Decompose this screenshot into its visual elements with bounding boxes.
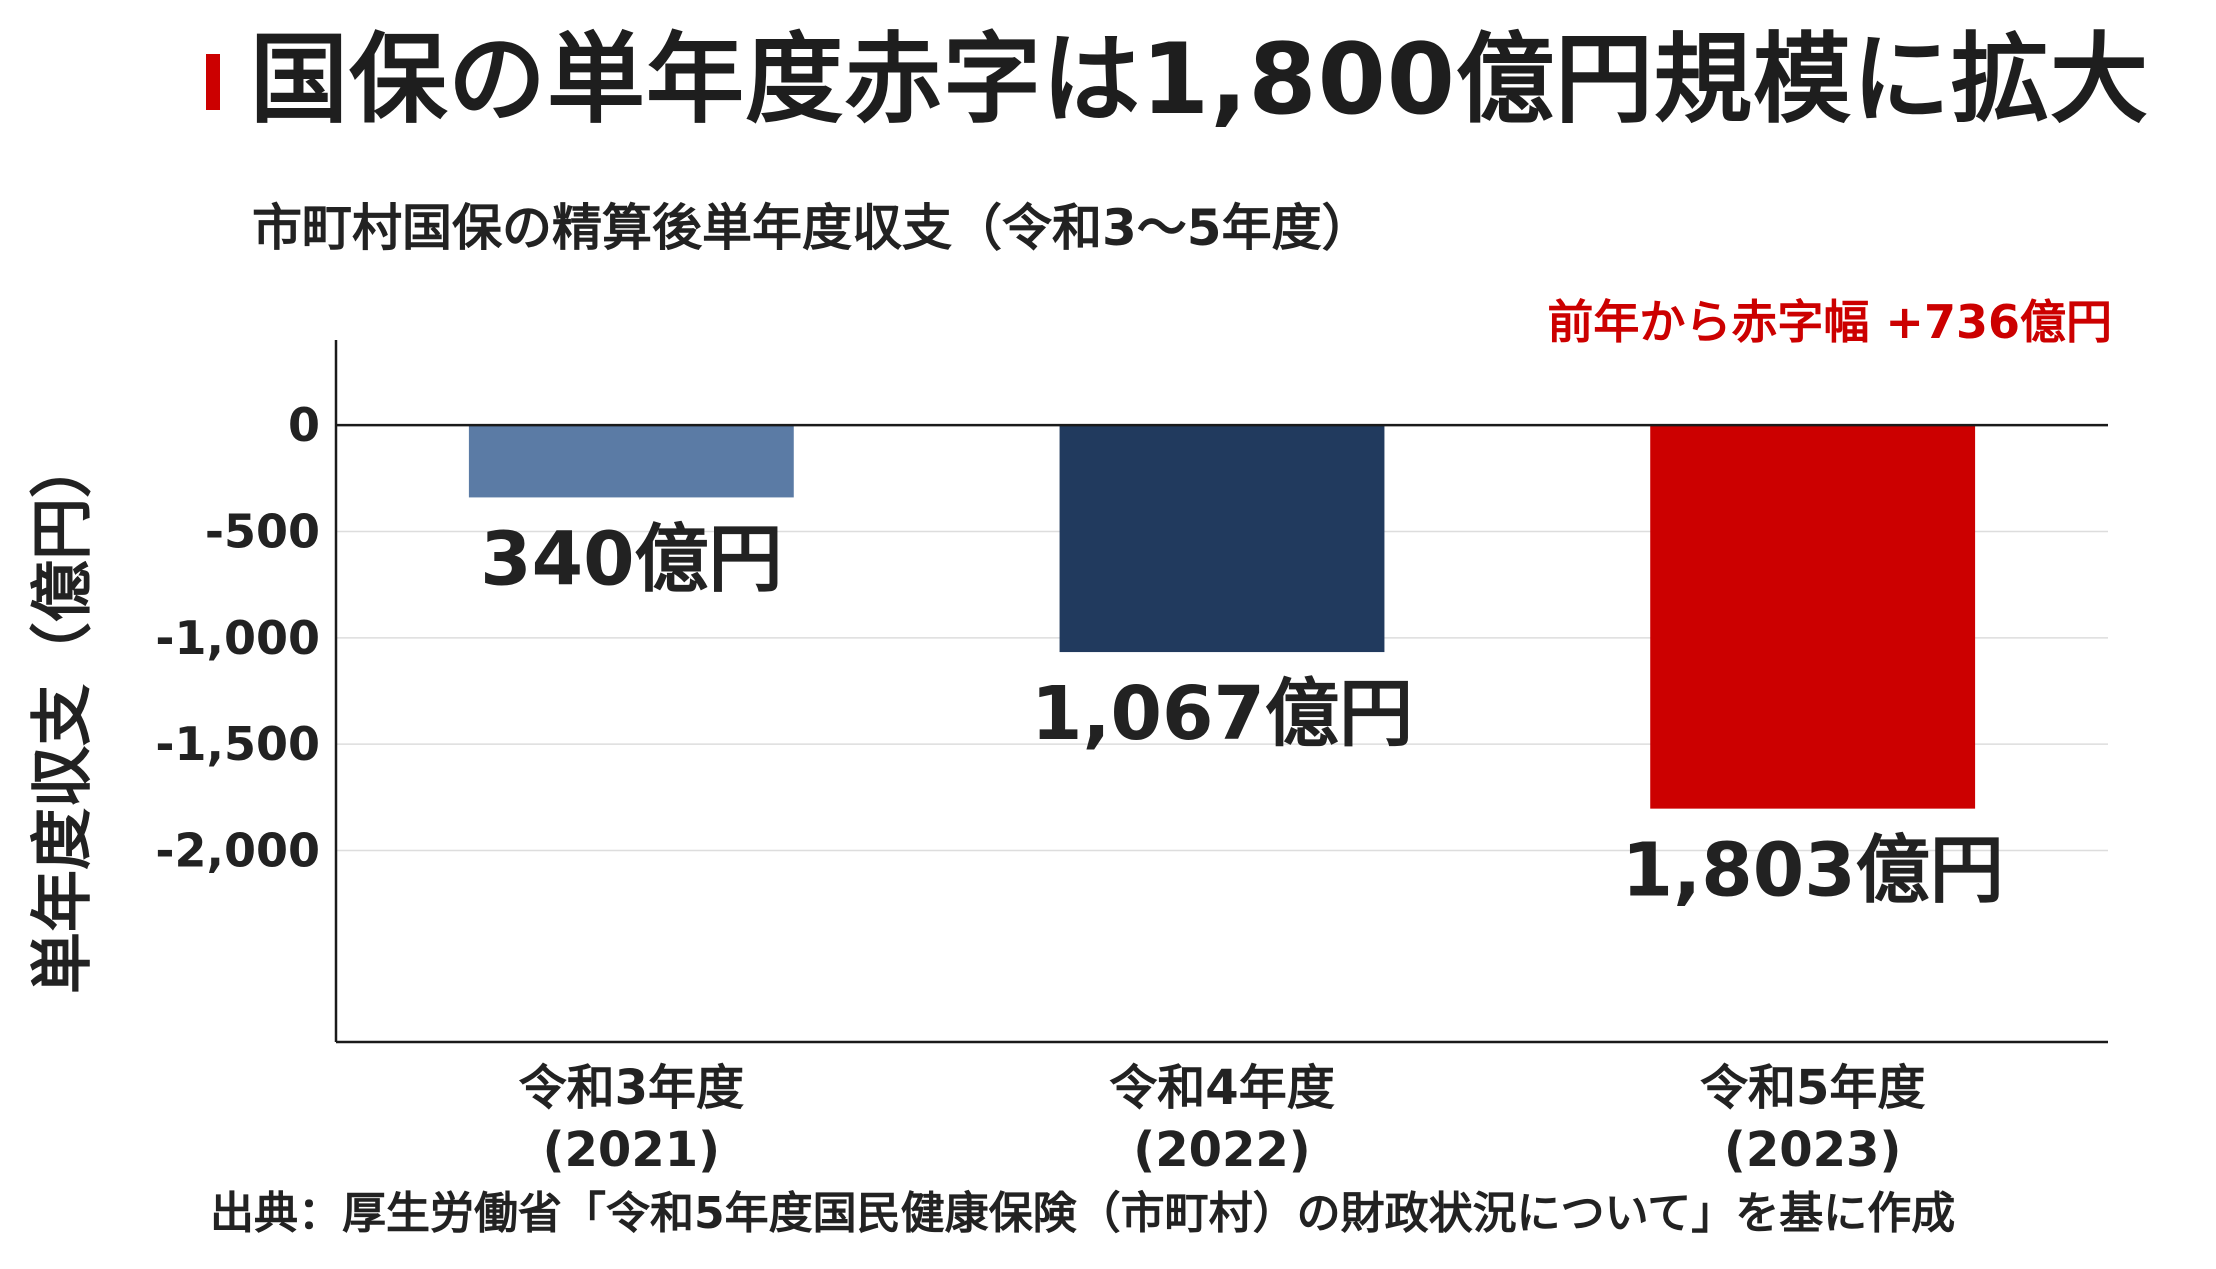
source-note: 出典：厚生労働省「令和5年度国民健康保険（市町村）の財政状況について」を基に作成 (210, 1188, 1956, 1239)
x-tick-label: 令和5年度 (1700, 1060, 1925, 1116)
annotation-deficit-change: 前年から赤字幅 +736億円 (1547, 295, 2112, 349)
x-tick-label: 令和3年度 (519, 1060, 744, 1116)
bar-value-label: 340億円 (480, 516, 782, 602)
y-axis-label: 単年度収支（億円） (26, 436, 99, 994)
y-tick-label: -500 (205, 504, 320, 558)
y-tick-label: -1,000 (155, 611, 320, 665)
bar (1650, 425, 1976, 809)
bar (1059, 425, 1385, 653)
x-tick-label-year: (2021) (543, 1122, 720, 1178)
y-tick-label: -1,500 (155, 717, 320, 771)
bar-value-label: 1,803億円 (1622, 828, 2004, 914)
headline: 国保の単年度赤字は1,800億円規模に拡大 (250, 23, 2149, 137)
x-tick-label-year: (2023) (1724, 1122, 1901, 1178)
x-tick-label-year: (2022) (1133, 1122, 1310, 1178)
y-tick-label: -2,000 (155, 824, 320, 878)
bar-value-label: 1,067億円 (1031, 671, 1413, 757)
chart-title: 市町村国保の精算後単年度収支（令和3〜5年度） (252, 199, 1372, 257)
bar (468, 425, 794, 498)
headline-accent-bar (206, 54, 220, 110)
x-tick-label: 令和4年度 (1109, 1060, 1334, 1116)
y-tick-label: 0 (288, 398, 320, 452)
